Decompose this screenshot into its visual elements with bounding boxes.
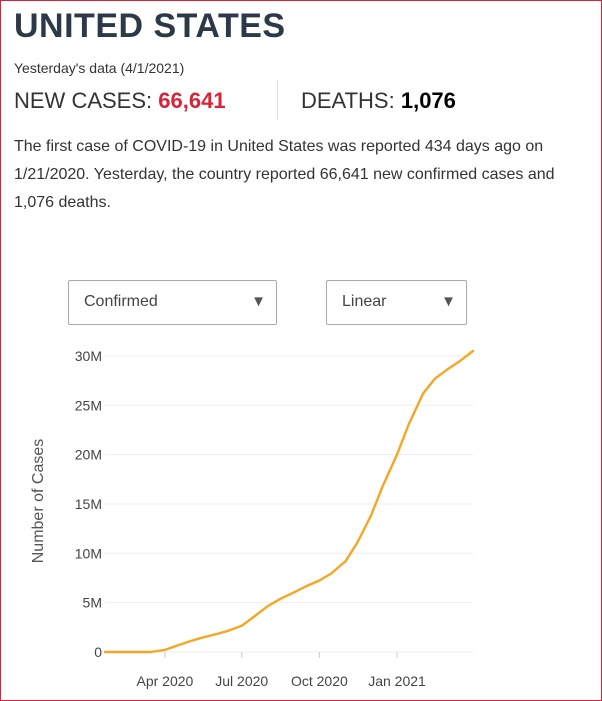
stats-row: NEW CASES: 66,641 DEATHS: 1,076 — [14, 80, 594, 120]
x-tick-label: Jan 2021 — [368, 673, 426, 689]
x-tick-label: Apr 2020 — [137, 673, 194, 689]
chart-grid — [105, 355, 473, 653]
y-tick-label: 30M — [75, 348, 102, 364]
new-cases-value: 66,641 — [158, 88, 226, 113]
deaths-label: DEATHS: — [301, 88, 395, 113]
new-cases-stat: NEW CASES: 66,641 — [14, 88, 226, 114]
y-axis-label: Number of Cases — [30, 439, 47, 564]
stats-divider — [277, 80, 278, 120]
y-tick-label: 20M — [75, 447, 102, 463]
cases-line-chart: 0 5M 10M 15M 20M 25M 30M Apr 2020 Jul 2020 Oct 2… — [30, 348, 475, 689]
page-title: UNITED STATES — [14, 7, 286, 45]
x-axis-ticks: Apr 2020 Jul 2020 Oct 2020 Jan 2021 — [137, 652, 426, 689]
series-line-confirmed — [103, 349, 475, 654]
x-tick-label: Oct 2020 — [291, 673, 348, 689]
dropdown-arrow-icon: ▼ — [251, 293, 266, 310]
deaths-stat: DEATHS: 1,076 — [301, 88, 456, 114]
y-tick-label: 0 — [94, 644, 102, 660]
y-tick-label: 5M — [83, 595, 102, 611]
scale-select[interactable]: Linear ▼ — [326, 280, 467, 325]
data-date: Yesterday's data (4/1/2021) — [14, 60, 185, 76]
metric-select[interactable]: Confirmed ▼ — [68, 280, 277, 325]
dropdown-arrow-icon: ▼ — [441, 293, 456, 310]
y-tick-label: 25M — [75, 397, 102, 413]
x-tick-label: Jul 2020 — [215, 673, 268, 689]
scale-select-value: Linear — [342, 293, 387, 310]
metric-select-value: Confirmed — [84, 293, 158, 310]
new-cases-label: NEW CASES: — [14, 88, 153, 113]
y-axis-ticks: 0 5M 10M 15M 20M 25M 30M — [75, 348, 102, 660]
deaths-value: 1,076 — [400, 88, 456, 113]
summary-text: The first case of COVID-19 in United Sta… — [14, 138, 555, 211]
y-tick-label: 15M — [75, 496, 102, 512]
y-tick-label: 10M — [75, 545, 102, 561]
